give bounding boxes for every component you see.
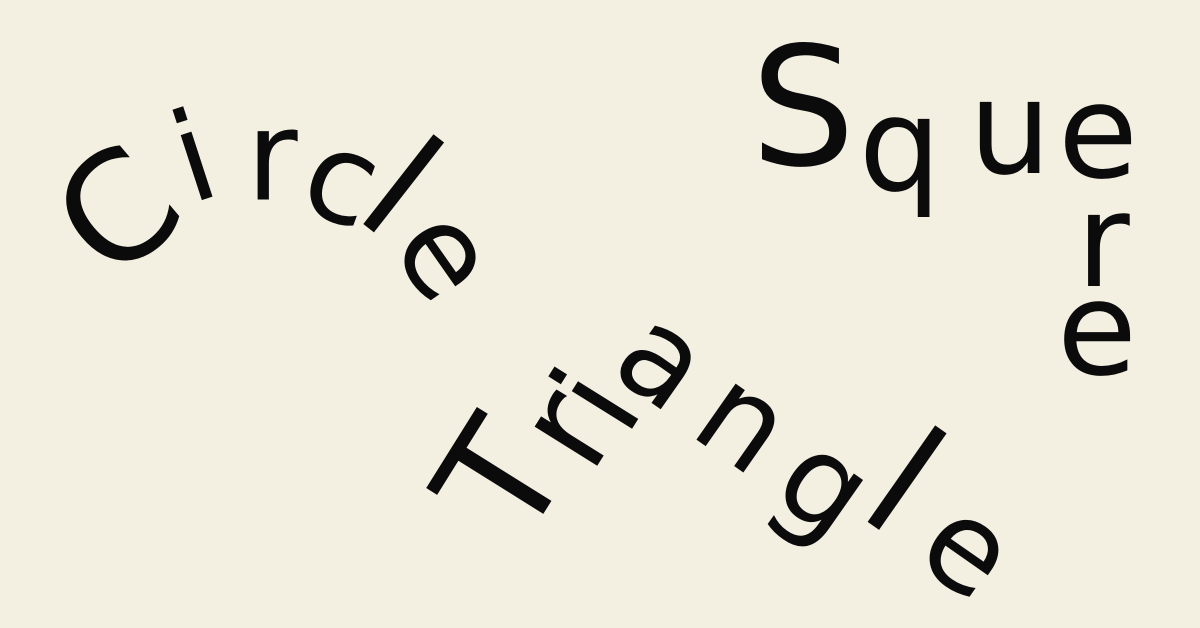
square-letter-e: e xyxy=(1058,56,1138,208)
circle-letter-r: r xyxy=(246,84,298,230)
square-letter-q: q xyxy=(858,69,942,221)
square-letter-s: S xyxy=(750,11,856,204)
square-letter-e2: e xyxy=(1057,253,1137,405)
square-letter-u: u xyxy=(968,52,1052,204)
square-letter-r: r xyxy=(1076,165,1130,317)
